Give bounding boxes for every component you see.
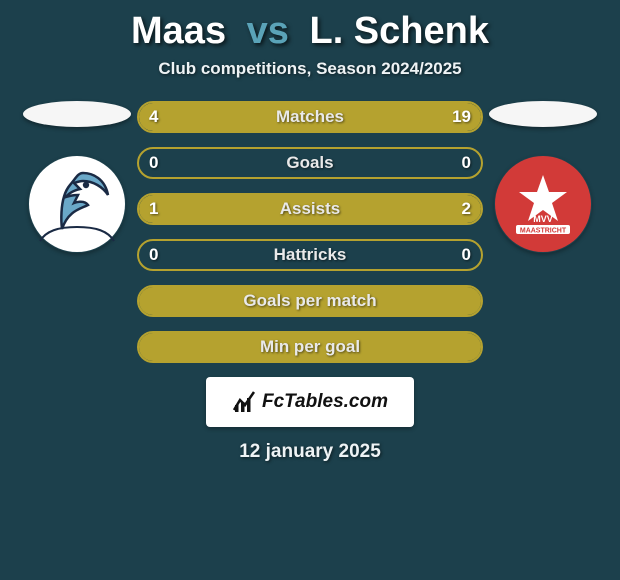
- comparison-card: Maas vs L. Schenk Club competitions, Sea…: [0, 0, 620, 580]
- player2-name: L. Schenk: [309, 10, 489, 52]
- brand-text: FcTables.com: [262, 391, 388, 413]
- stats-section: 419Matches 00Goals 12Assists 00Hattricks Goa…: [0, 101, 620, 363]
- stat-row: 12Assists: [137, 193, 483, 225]
- stat-label: Matches: [139, 103, 481, 131]
- right-side: MAASTRICHT MVV: [483, 101, 603, 253]
- stat-row: 419Matches: [137, 101, 483, 133]
- stat-row: 00Hattricks: [137, 239, 483, 271]
- stat-label: Goals per match: [139, 287, 481, 315]
- player1-photo-ellipse: [23, 101, 131, 127]
- left-side: [17, 101, 137, 253]
- player1-name: Maas: [131, 10, 226, 52]
- player1-club-logo: [28, 155, 126, 253]
- player2-photo-ellipse: [489, 101, 597, 127]
- stat-row: Goals per match: [137, 285, 483, 317]
- stat-label: Hattricks: [139, 241, 481, 269]
- page-title: Maas vs L. Schenk: [131, 10, 489, 53]
- svg-text:MVV: MVV: [533, 214, 553, 224]
- stat-row: 00Goals: [137, 147, 483, 179]
- date-text: 12 january 2025: [239, 441, 381, 463]
- brand-badge: FcTables.com: [206, 377, 414, 427]
- subtitle: Club competitions, Season 2024/2025: [158, 59, 461, 79]
- chart-icon: [232, 390, 256, 414]
- player2-club-logo: MAASTRICHT MVV: [494, 155, 592, 253]
- vs-text: vs: [237, 10, 299, 52]
- svg-text:MAASTRICHT: MAASTRICHT: [520, 228, 567, 235]
- stat-label: Assists: [139, 195, 481, 223]
- stat-bars: 419Matches 00Goals 12Assists 00Hattricks Goa…: [137, 101, 483, 363]
- stat-row: Min per goal: [137, 331, 483, 363]
- stat-label: Goals: [139, 149, 481, 177]
- stat-label: Min per goal: [139, 333, 481, 361]
